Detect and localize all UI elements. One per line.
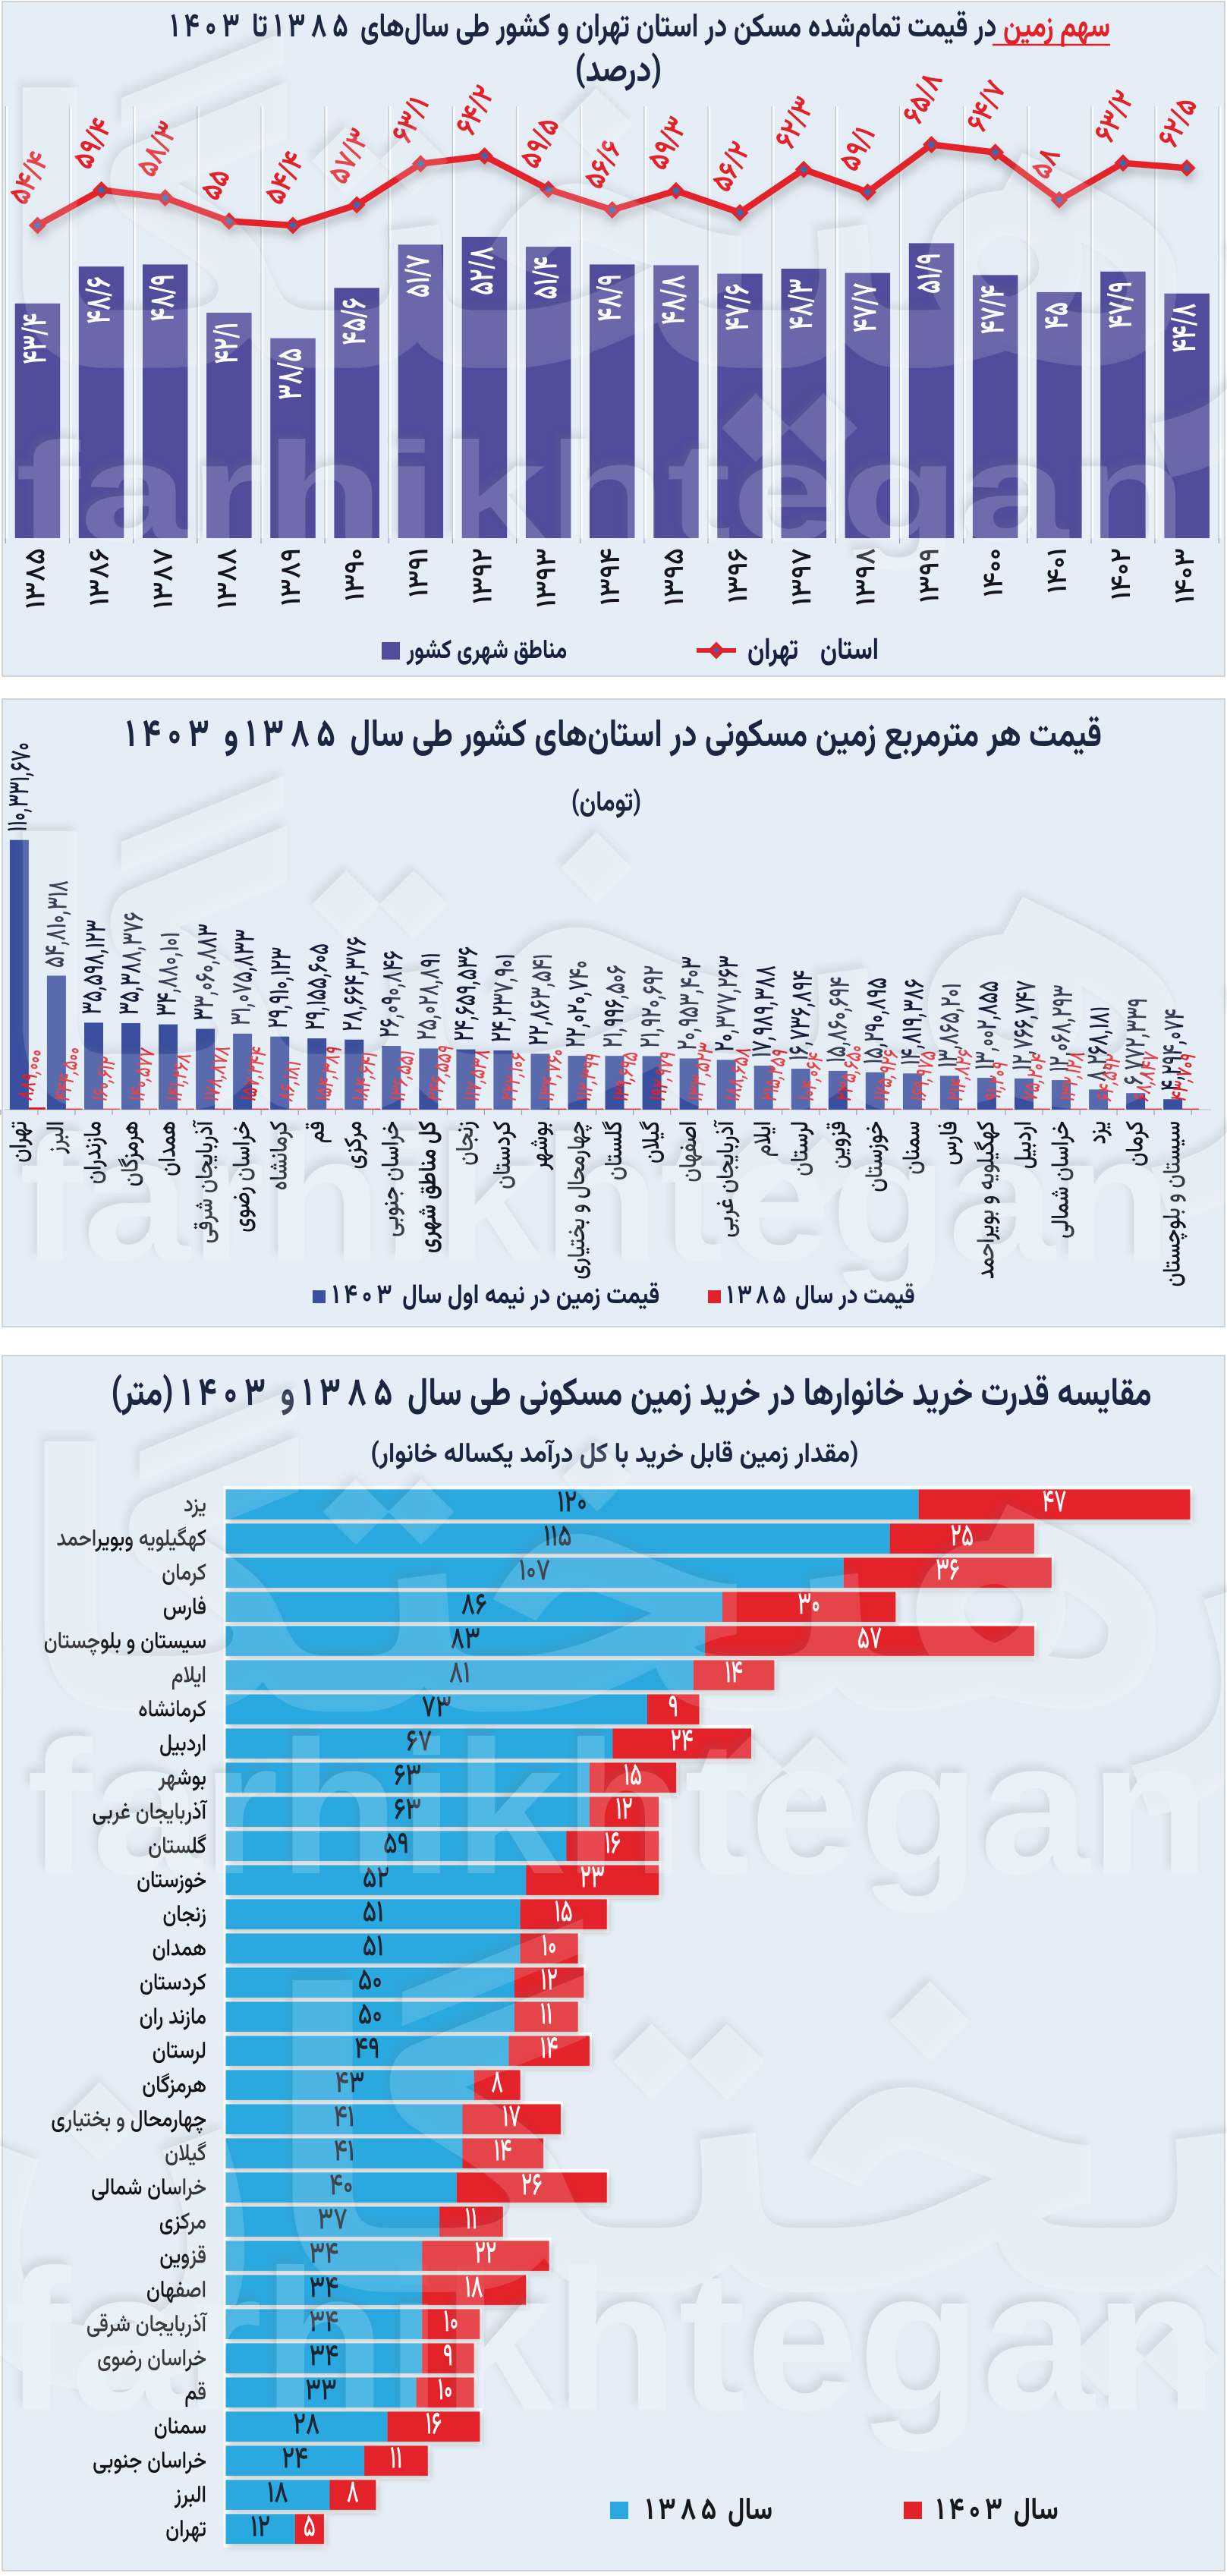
svg-text:farhikhtegan: farhikhtegan: [19, 1098, 1172, 1298]
svg-text:farhikhtegan: farhikhtegan: [27, 1702, 1210, 1913]
svg-text:farhikhtegan: farhikhtegan: [4, 2228, 1218, 2454]
svg-text:farhikhtegan: farhikhtegan: [15, 414, 1188, 571]
